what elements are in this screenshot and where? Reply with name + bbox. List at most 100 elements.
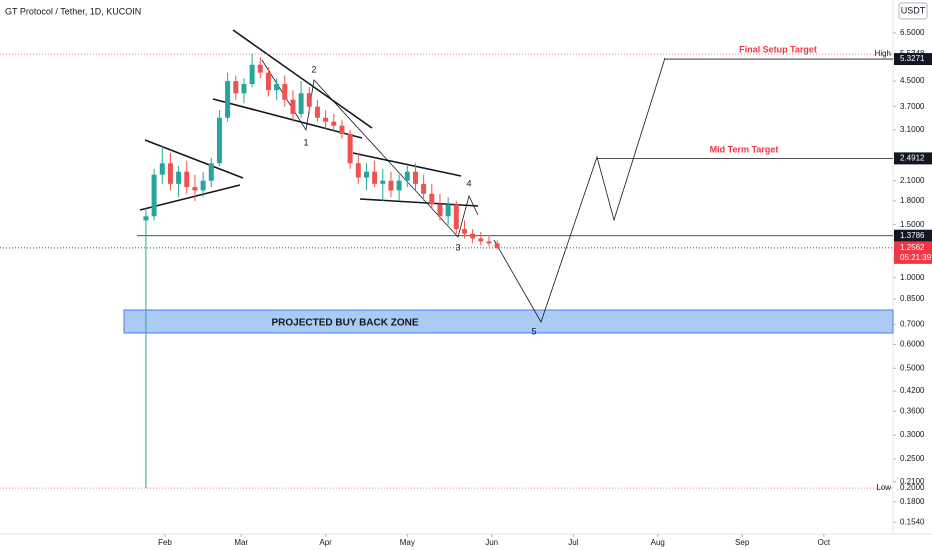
y-tick-label: 0.5000 [900,363,925,372]
currency-box[interactable] [898,2,928,20]
candle-body [339,125,345,135]
x-tick-label: Feb [158,538,172,547]
candle-body [363,171,369,178]
pattern-lines [139,29,479,211]
candle-body [470,233,476,239]
candle-body [192,187,198,191]
candle-body [200,180,206,191]
x-tick-label: Apr [319,538,332,547]
candle-body [380,180,386,184]
trend-line [139,184,241,211]
candle-body [216,117,222,164]
target-label: Mid Term Target [710,144,779,154]
candle-body [331,121,337,126]
price-label: 5.3271 [900,54,925,63]
y-tick-label: 0.8500 [900,294,925,303]
price-label: 2.4912 [900,153,925,162]
x-tick-label: Jul [568,538,578,547]
y-tick-label: 4.5000 [900,76,925,85]
candle-body [184,171,190,188]
zone-label: PROJECTED BUY BACK ZONE [271,318,418,329]
target-label: Final Setup Target [739,44,817,54]
candle-body [225,81,231,118]
candle-body [437,204,443,217]
candle-body [388,180,394,191]
marker-name: Low [876,483,891,492]
countdown: 05:21:39 [900,253,932,262]
chart-title: GT Protocol / Tether, 1D, KUCOIN [5,6,141,16]
currency: USDT [901,5,926,15]
candle-body [461,229,467,234]
y-tick-label: 0.4200 [900,386,925,395]
candle-body [143,216,149,221]
projection-path [493,57,666,323]
candle-body [323,117,329,122]
candle-body [372,171,378,184]
x-tick-label: Sep [735,538,750,547]
y-tick-label: 0.2100 [900,477,925,486]
trend-line [352,152,462,177]
wave-label: 5 [531,326,536,336]
y-tick-label: 1.8000 [900,196,925,205]
y-tick-label: 0.1540 [900,517,925,526]
candle-body [233,81,239,94]
candle-body [314,106,320,118]
candle-body [298,93,304,114]
candle-body [494,243,500,248]
candle-body [282,84,288,100]
candle-body [306,93,312,107]
candle-body [167,163,173,184]
wave-label: 4 [466,178,471,188]
y-tick-label: 0.3000 [900,430,925,439]
y-tick-label: 1.5000 [900,220,925,229]
candle-body [429,193,435,205]
candle-body [421,183,427,194]
y-tick-label: 0.7000 [900,319,925,328]
buy-zone [123,309,894,334]
y-tick-label: 0.1800 [900,497,925,506]
candle-body [396,180,402,191]
price-label-box [894,152,932,165]
candle-body [208,163,214,181]
candle-body [453,204,459,230]
price-label-box [894,241,932,264]
y-tick-label: 2.1000 [900,176,925,185]
candle-body [355,163,361,178]
marker-name: High [875,49,891,58]
y-tick-label: 3.7000 [900,102,925,111]
candle-body [486,241,492,244]
candle-body [412,171,418,184]
y-tick-label: 6.5000 [900,28,925,37]
trend-line [232,29,373,129]
x-tick-label: Aug [651,538,665,547]
price-label: 0.2000 [900,483,925,492]
candle-body [249,64,255,85]
candle-body [478,238,484,242]
y-tick-label: 1.0000 [900,273,925,282]
price-label-box [894,53,932,66]
candle-body [274,84,280,91]
x-tick-label: Oct [818,538,831,547]
candle-body [445,204,451,217]
candle-body [265,72,271,91]
price-label-box [894,229,932,242]
candle-body [290,99,296,114]
wave-label: 2 [311,64,316,74]
candle-body [241,84,247,94]
price-label: 1.3786 [900,231,925,240]
candle-body [347,134,353,164]
wave-label: 3 [455,242,460,252]
y-tick-label: 0.2500 [900,454,925,463]
price-label: 1.2562 [900,243,925,252]
y-tick-label: 3.1000 [900,125,925,134]
wave-label: 1 [303,137,308,147]
candle-body [159,163,165,175]
trend-line [144,139,244,179]
wave-path [261,59,479,238]
candle-body [404,171,410,181]
y-tick-label: 0.3600 [900,406,925,415]
candle-body [151,174,157,217]
candle-body [176,171,182,184]
